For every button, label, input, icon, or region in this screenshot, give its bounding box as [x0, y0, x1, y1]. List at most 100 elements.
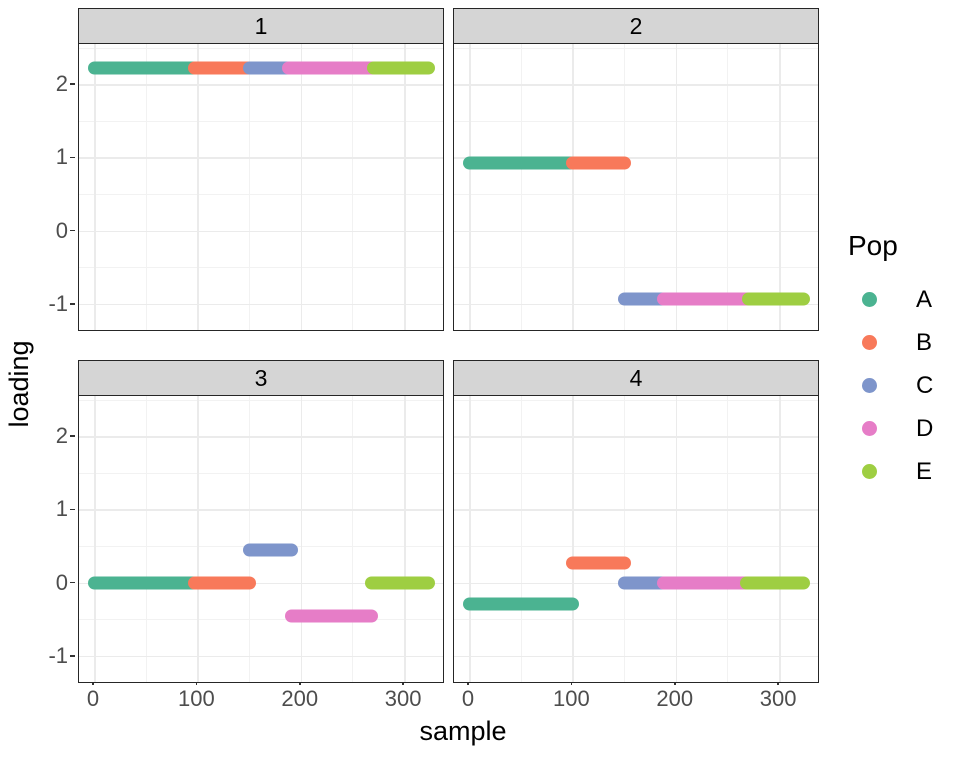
gridline-major-x: [300, 44, 303, 330]
legend-dot-icon: [862, 378, 877, 393]
x-tick-label: 0: [461, 686, 475, 711]
gridline-major-y: [79, 230, 443, 233]
data-series-C: [242, 543, 298, 557]
legend-item-E[interactable]: E: [848, 450, 933, 493]
legend-item-B[interactable]: B: [848, 321, 933, 364]
legend-item-D[interactable]: D: [848, 407, 933, 450]
y-tick-mark: [70, 83, 75, 85]
gridline-major-y: [79, 509, 443, 512]
legend-label: E: [916, 457, 933, 485]
gridline-major-y: [79, 84, 443, 86]
gridline-major-x: [197, 396, 199, 682]
legend-label: B: [916, 328, 933, 356]
data-series-B: [565, 556, 631, 570]
legend-title: Pop: [848, 230, 898, 261]
legend-item-C[interactable]: C: [848, 364, 933, 407]
data-series-A: [87, 61, 201, 75]
data-series-E: [366, 61, 436, 75]
gridline-major-x: [404, 396, 406, 682]
gridline-minor-y: [454, 399, 818, 401]
gridline-major-x: [779, 396, 781, 682]
y-tick-mark: [70, 156, 75, 159]
data-series-B: [187, 61, 256, 75]
legend-label: C: [916, 371, 934, 399]
grid-layer: [454, 44, 818, 330]
gridline-minor-y: [79, 267, 443, 269]
gridline-major-y: [79, 303, 443, 306]
gridline-minor-x: [727, 396, 729, 682]
grid-layer: [79, 396, 443, 682]
gridline-major-x: [572, 44, 574, 330]
y-tick-label: -1: [48, 642, 68, 668]
facet-strip-label-2: 2: [453, 8, 819, 44]
facet-strip-label-4: 4: [453, 360, 819, 396]
gridline-major-x: [469, 396, 471, 682]
gridline-major-x: [300, 396, 303, 682]
gridline-major-y: [79, 157, 443, 160]
legend-key: [848, 335, 891, 350]
facet-plot-area-2: [453, 44, 819, 331]
gridline-minor-x: [249, 44, 251, 330]
gridline-major-y: [454, 509, 818, 512]
gridline-major-x: [469, 44, 471, 330]
gridline-major-x: [94, 396, 96, 682]
legend-label: D: [916, 414, 934, 442]
legend-key: [848, 378, 891, 393]
data-series-B: [565, 156, 631, 170]
grid-layer: [79, 44, 443, 330]
gridline-major-y: [79, 436, 443, 438]
gridline-major-x: [404, 44, 406, 330]
legend-dot-icon: [862, 464, 877, 479]
gridline-major-y: [454, 436, 818, 438]
gridline-minor-x: [624, 44, 626, 330]
y-tick-label: 2: [55, 423, 68, 449]
gridline-major-x: [94, 44, 96, 330]
gridline-minor-x: [520, 44, 522, 330]
x-tick-label: 100: [553, 686, 590, 711]
gridline-minor-y: [79, 472, 443, 474]
gridline-minor-y: [454, 619, 818, 621]
y-tick-label: -1: [48, 290, 68, 316]
gridline-minor-x: [145, 396, 147, 682]
legend-key: [848, 292, 891, 307]
y-tick-mark: [70, 303, 75, 305]
y-tick-mark: [70, 229, 75, 232]
gridline-major-y: [454, 655, 818, 658]
y-tick-mark: [70, 435, 75, 437]
data-series-D: [656, 576, 753, 590]
gridline-major-x: [675, 396, 678, 682]
y-tick-mark: [70, 581, 75, 584]
gridline-minor-x: [520, 396, 522, 682]
data-series-E: [741, 292, 811, 306]
grid-layer: [454, 396, 818, 682]
legend-key: [848, 464, 891, 479]
data-series-A: [462, 597, 579, 611]
data-series-C: [617, 292, 670, 306]
gridline-major-y: [454, 157, 818, 160]
y-tick-mark: [70, 655, 75, 657]
gridline-minor-y: [454, 120, 818, 122]
x-tick-label: 100: [178, 686, 215, 711]
gridline-minor-y: [79, 619, 443, 621]
legend-label: A: [916, 285, 933, 313]
x-tick-label: 200: [656, 686, 694, 711]
data-series-A: [87, 576, 201, 590]
gridline-minor-y: [454, 546, 818, 548]
gridline-minor-x: [624, 396, 626, 682]
data-series-A: [462, 156, 579, 170]
gridline-major-y: [454, 230, 818, 233]
data-series-D: [284, 609, 378, 623]
gridline-minor-y: [79, 120, 443, 122]
gridline-minor-x: [145, 44, 147, 330]
data-series-E: [739, 576, 811, 590]
gridline-major-y: [454, 84, 818, 86]
y-tick-label: 2: [55, 71, 68, 97]
y-tick-label: 1: [55, 144, 68, 170]
x-tick-label: 0: [86, 686, 100, 711]
facet-plot-area-1: [78, 44, 444, 331]
gridline-major-x: [779, 44, 781, 330]
legend-item-A[interactable]: A: [848, 278, 933, 321]
gridline-minor-x: [249, 396, 251, 682]
gridline-minor-y: [454, 267, 818, 269]
